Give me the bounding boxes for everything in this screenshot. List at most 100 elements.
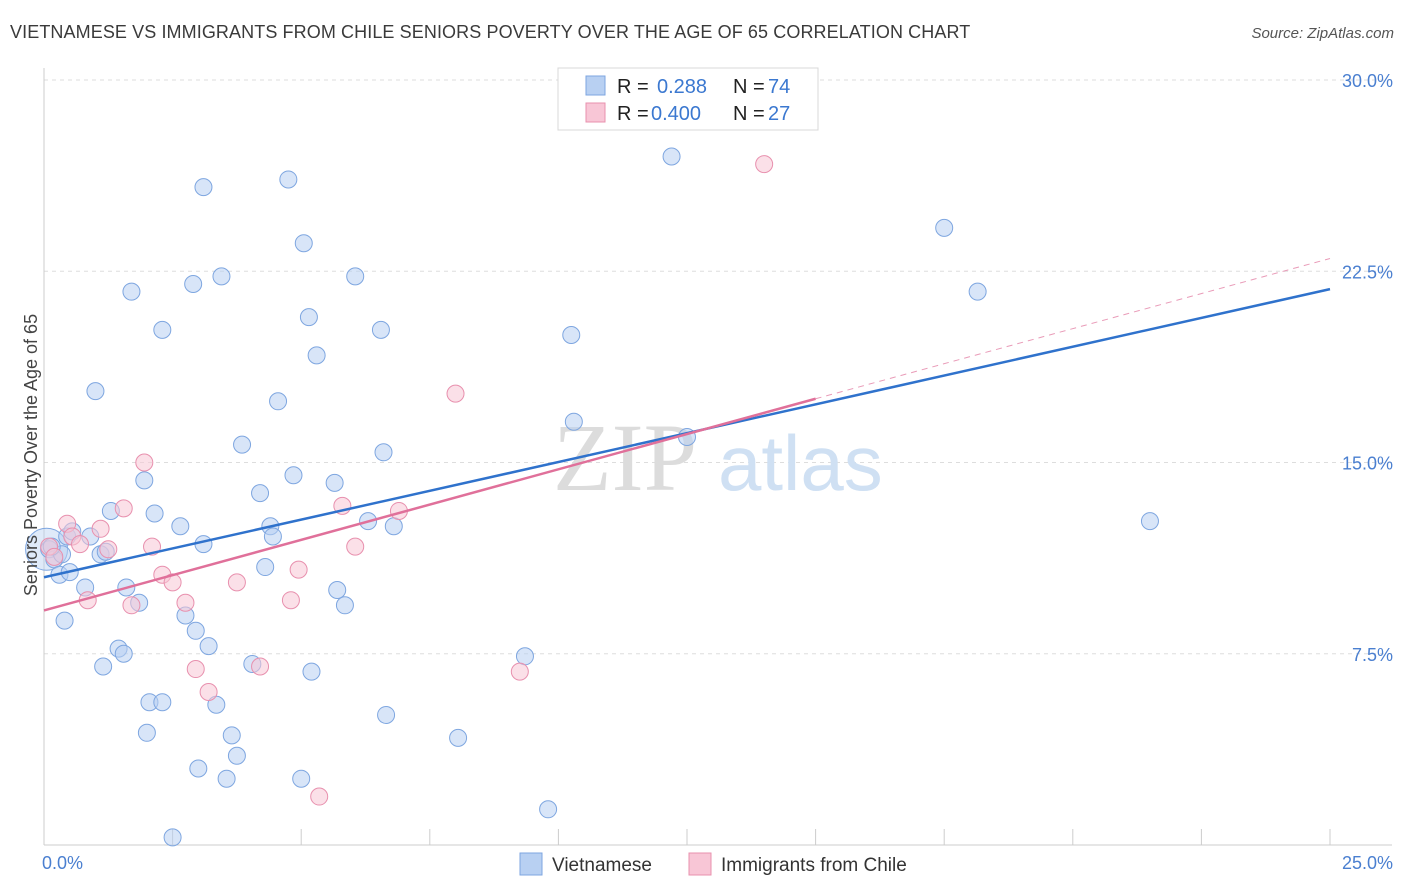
vietnamese-point-54: [325, 473, 344, 492]
vietnamese-point-21: [137, 723, 156, 742]
chile-point-9: [122, 596, 141, 615]
vietnamese-point-26: [163, 828, 182, 847]
y-tick-label-3: 30.0%: [1342, 71, 1393, 91]
bottom-legend-label-chile: Immigrants from Chile: [721, 855, 907, 876]
vietnamese-point-24: [153, 693, 172, 712]
chile-point-27: [755, 155, 774, 174]
vietnamese-point-27: [171, 517, 190, 536]
trend-lines: [43, 258, 1331, 612]
watermark-atlas: atlas: [718, 419, 883, 507]
vietnamese-point-25: [153, 320, 172, 339]
grid-lines: [44, 79, 1392, 655]
tick-labels: 7.5% 15.0% 22.5% 30.0% 0.0% 25.0%: [42, 71, 1393, 873]
chile-point-10: [135, 453, 154, 472]
vietnamese-point-59: [371, 320, 390, 339]
vietnamese-point-49: [292, 769, 311, 788]
y-tick-label-1: 15.0%: [1342, 454, 1393, 474]
bottom-legend-swatch-vietnamese: [519, 852, 543, 876]
vietnamese-point-23: [145, 504, 164, 523]
x-tick-label-0: 0.0%: [42, 853, 83, 873]
legend-n-value-2: 27: [768, 103, 790, 125]
vietnamese-point-40: [233, 435, 252, 454]
vietnamese-point-62: [384, 517, 403, 536]
vietnamese-point-47: [279, 170, 298, 189]
chile-point-6: [91, 519, 110, 538]
vietnamese-point-70: [935, 218, 954, 237]
vietnamese-point-72: [1140, 512, 1159, 531]
chile-point-23: [346, 537, 365, 556]
chile-point-1: [45, 547, 64, 566]
legend-r-label-1: R =: [617, 76, 649, 98]
vietnamese-point-18: [122, 282, 141, 301]
vietnamese-point-63: [449, 728, 468, 747]
legend-swatch-chile: [585, 102, 606, 123]
vietnamese-point-55: [328, 581, 347, 599]
chart-source: Source: ZipAtlas.com: [1251, 25, 1394, 42]
vietnamese-point-14: [94, 657, 113, 676]
vietnamese-point-52: [302, 662, 321, 681]
chile-point-7: [99, 540, 118, 559]
vietnamese-point-10: [86, 382, 105, 401]
vietnamese-point-45: [263, 527, 282, 546]
chile-point-25: [446, 384, 465, 403]
vietnamese-point-39: [227, 746, 246, 765]
vietnamese-point-38: [222, 726, 241, 745]
chile-point-14: [176, 593, 195, 612]
vietnamese-point-36: [212, 267, 231, 286]
vietnamese-point-9: [55, 611, 74, 630]
y-tick-label-2: 22.5%: [1342, 262, 1393, 282]
chile-point-18: [251, 657, 270, 676]
vietnamese-point-61: [377, 705, 396, 724]
legend-r-label-2: R =: [617, 103, 649, 125]
vietnamese-point-56: [335, 596, 354, 615]
vietnamese-point-20: [135, 471, 154, 490]
legend-n-label-2: N =: [733, 103, 765, 125]
vietnamese-point-66: [562, 326, 581, 344]
legend-r-value-1: 0.288: [657, 76, 707, 98]
series-legend: Vietnamese Immigrants from Chile: [519, 852, 907, 876]
vietnamese-point-60: [374, 443, 393, 462]
bottom-legend-label-vietnamese: Vietnamese: [552, 855, 652, 876]
vietnamese-point-46: [269, 392, 288, 411]
vietnamese-points: [25, 147, 1159, 847]
chile-point-15: [186, 660, 205, 679]
chile-point-8: [114, 499, 133, 518]
vietnamese-point-37: [217, 769, 236, 788]
x-tick-label-1: 25.0%: [1342, 853, 1393, 873]
y-axis-label: Seniors Poverty Over the Age of 65: [21, 314, 41, 596]
chile-trend-line: [43, 397, 816, 612]
vietnamese-point-16: [114, 644, 133, 663]
vietnamese-point-64: [515, 647, 534, 666]
vietnamese-point-32: [194, 178, 213, 197]
chile-point-19: [281, 591, 300, 610]
legend-n-value-1: 74: [768, 76, 790, 98]
legend-n-label-1: N =: [733, 76, 765, 98]
vietnamese-point-48: [284, 466, 303, 485]
chile-point-17: [227, 573, 246, 592]
chile-point-21: [310, 787, 329, 806]
vietnamese-point-34: [199, 637, 218, 656]
chile-points: [40, 155, 774, 806]
legend-r-value-2: 0.400: [651, 103, 701, 125]
vietnamese-point-68: [662, 147, 681, 166]
chile-point-20: [289, 560, 308, 579]
chile-point-4: [71, 535, 90, 554]
vietnamese-point-53: [307, 346, 326, 365]
vietnamese-point-29: [184, 275, 203, 293]
watermark: ZIP atlas: [553, 404, 883, 511]
y-tick-label-0: 7.5%: [1352, 645, 1393, 665]
vietnamese-point-71: [968, 282, 987, 301]
vietnamese-point-65: [539, 800, 558, 819]
chile-point-16: [199, 683, 218, 701]
vietnamese-point-50: [294, 234, 313, 253]
bottom-legend-swatch-chile: [688, 852, 712, 876]
vietnamese-point-57: [346, 267, 365, 286]
vietnamese-point-30: [186, 621, 205, 640]
chile-trend-extension: [815, 258, 1331, 400]
vietnamese-point-31: [189, 759, 208, 778]
vietnamese-point-42: [251, 484, 270, 503]
correlation-legend: R = 0.288 N = 74 R = 0.400 N = 27: [557, 67, 819, 131]
legend-swatch-vietnamese: [585, 75, 606, 96]
vietnamese-point-43: [256, 558, 275, 577]
